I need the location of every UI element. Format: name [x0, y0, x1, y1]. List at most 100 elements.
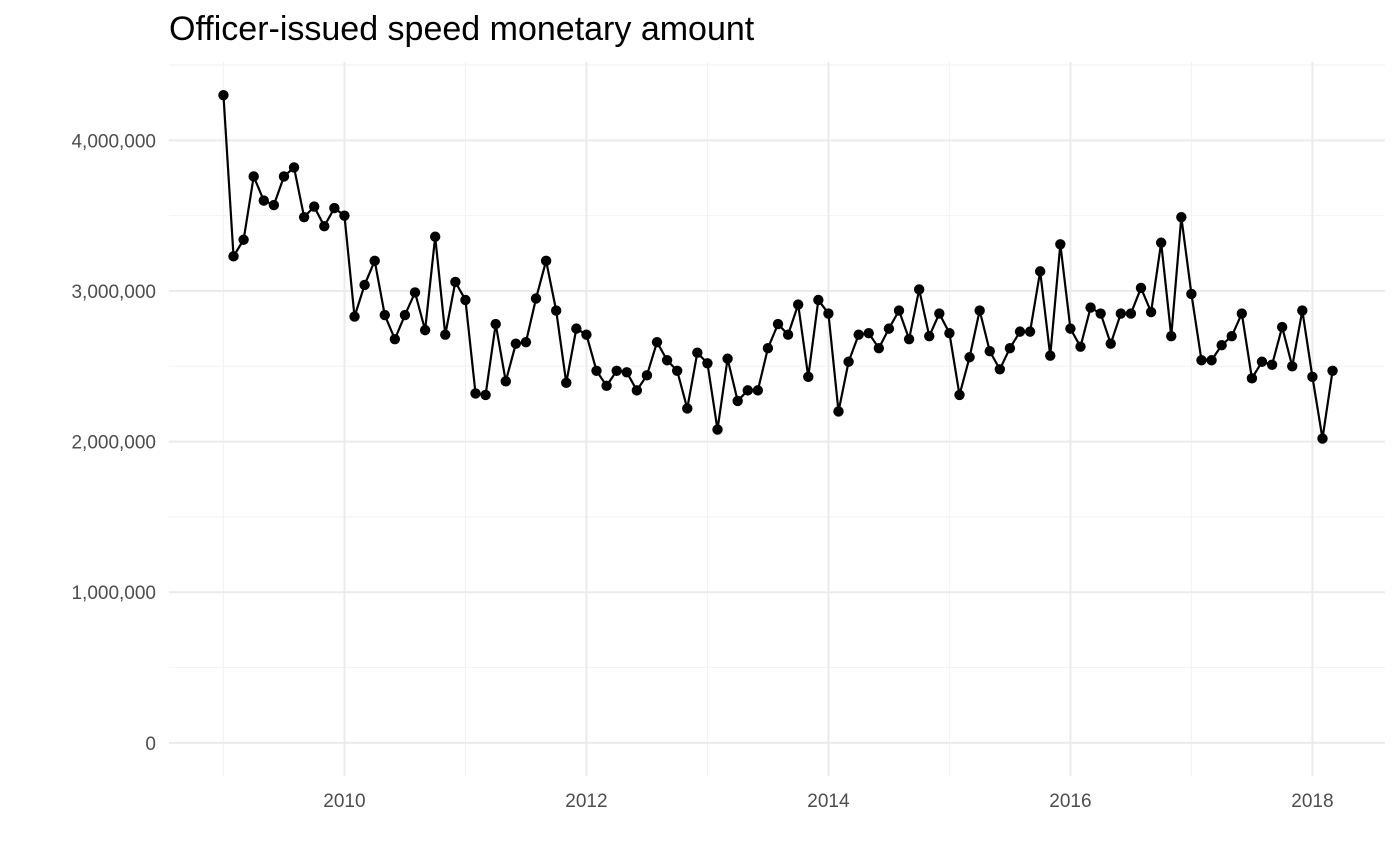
- data-point: [984, 346, 995, 357]
- data-point: [429, 231, 441, 242]
- data-point: [349, 311, 360, 322]
- data-point: [964, 352, 975, 363]
- data-point: [1166, 330, 1177, 342]
- data-point: [379, 309, 390, 321]
- data-point: [1145, 306, 1157, 318]
- data-point: [359, 279, 370, 291]
- data-point: [1034, 266, 1046, 277]
- data-point: [399, 309, 411, 321]
- major-gridlines: [169, 62, 1385, 776]
- data-point: [1297, 305, 1308, 316]
- data-point: [752, 385, 764, 396]
- data-point: [308, 201, 320, 212]
- data-point: [934, 308, 945, 319]
- data-point: [1125, 308, 1137, 319]
- x-tick-label: 2010: [323, 791, 365, 812]
- data-point: [520, 336, 532, 348]
- data-point: [1105, 338, 1116, 349]
- data-point: [1327, 365, 1338, 376]
- x-tick-label: 2012: [565, 791, 607, 812]
- data-point: [319, 220, 330, 232]
- y-tick-label: 3,000,000: [71, 282, 156, 303]
- data-point: [631, 385, 643, 396]
- data-point: [591, 365, 602, 376]
- data-point: [440, 329, 451, 340]
- data-point: [1236, 308, 1248, 319]
- data-point: [1256, 356, 1268, 367]
- data-point: [561, 377, 572, 389]
- data-point: [843, 356, 854, 367]
- data-point: [1014, 326, 1026, 337]
- data-point: [450, 276, 461, 288]
- y-tick-label: 0: [145, 734, 156, 755]
- data-point: [1135, 282, 1147, 294]
- data-point: [1196, 355, 1207, 366]
- data-point: [782, 329, 794, 340]
- data-point: [409, 287, 421, 298]
- data-point: [722, 353, 733, 364]
- y-tick-label: 1,000,000: [71, 583, 156, 604]
- data-point: [903, 333, 915, 345]
- data-point: [913, 284, 925, 295]
- data-point: [278, 171, 290, 182]
- x-tick-label: 2014: [807, 791, 850, 812]
- series-layer: [222, 95, 1334, 439]
- data-point: [258, 195, 269, 206]
- data-point: [732, 395, 743, 407]
- data-point: [772, 318, 784, 330]
- data-point: [813, 294, 824, 306]
- data-point: [692, 347, 703, 358]
- data-point: [742, 385, 753, 396]
- data-point: [1246, 373, 1258, 384]
- data-point: [792, 299, 804, 310]
- data-point: [228, 251, 239, 262]
- data-point: [601, 380, 612, 392]
- data-point: [994, 364, 1006, 375]
- data-point: [1055, 239, 1066, 250]
- data-point: [863, 327, 874, 339]
- data-point: [944, 327, 955, 339]
- data-point: [369, 255, 380, 267]
- data-point: [581, 329, 592, 340]
- data-point: [762, 343, 774, 354]
- data-point: [268, 199, 280, 211]
- x-tick-label: 2016: [1049, 791, 1091, 812]
- data-point: [218, 89, 229, 101]
- data-point: [1155, 237, 1167, 248]
- data-point: [480, 389, 491, 401]
- data-point: [833, 406, 844, 417]
- data-point: [288, 162, 300, 173]
- data-point: [1075, 341, 1086, 352]
- data-point: [1095, 308, 1106, 319]
- data-point: [1085, 302, 1096, 313]
- data-point: [702, 358, 713, 369]
- minor-gridlines: [169, 62, 1385, 776]
- data-point: [954, 389, 965, 401]
- data-point: [550, 305, 562, 316]
- chart-title: Officer-issued speed monetary amount: [169, 10, 755, 48]
- data-point: [248, 171, 259, 182]
- x-axis-tick-labels: 2010 2012 2014 2016 2018: [323, 791, 1333, 812]
- data-point: [540, 255, 552, 267]
- data-point: [329, 202, 340, 214]
- data-point: [611, 365, 622, 376]
- data-point: [712, 424, 723, 435]
- data-point: [641, 370, 653, 381]
- data-point: [661, 355, 673, 366]
- data-point: [238, 234, 249, 245]
- data-point: [1307, 371, 1318, 383]
- data-point: [873, 343, 885, 354]
- data-point: [1287, 361, 1298, 372]
- data-point: [389, 333, 401, 345]
- data-point: [1024, 326, 1036, 337]
- data-point: [893, 305, 905, 316]
- y-tick-label: 2,000,000: [71, 433, 156, 454]
- x-tick-label: 2018: [1291, 791, 1333, 812]
- data-point: [500, 376, 511, 387]
- data-point: [803, 371, 814, 383]
- data-point: [298, 211, 310, 223]
- data-point: [1115, 308, 1127, 319]
- data-point: [974, 305, 985, 316]
- data-point: [1317, 433, 1328, 444]
- data-point: [823, 308, 834, 319]
